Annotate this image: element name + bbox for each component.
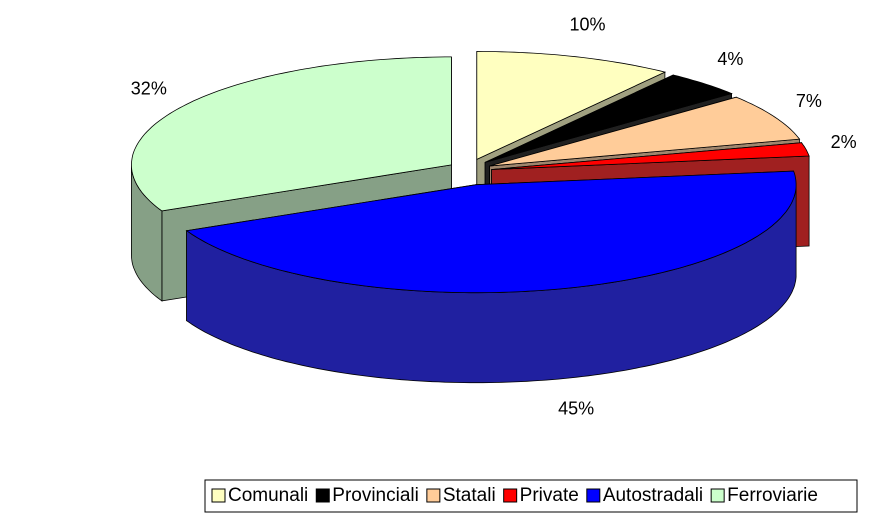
data-label: 32% — [131, 78, 167, 98]
legend-label: Provinciali — [332, 485, 419, 506]
slice — [185, 170, 797, 294]
legend-swatch — [710, 488, 725, 503]
slice — [489, 96, 801, 167]
legend-swatch — [586, 488, 601, 503]
legend-swatch — [315, 488, 330, 503]
slice — [491, 142, 810, 170]
data-label: 10% — [570, 15, 606, 35]
slice — [130, 56, 452, 212]
slice — [484, 74, 733, 163]
legend-label: Statali — [443, 485, 496, 506]
legend-swatch — [426, 488, 441, 503]
data-label: 4% — [717, 49, 743, 69]
data-label: 2% — [831, 132, 857, 152]
legend-label: Private — [520, 485, 579, 506]
slice — [476, 50, 667, 161]
legend-label: Comunali — [228, 485, 308, 506]
legend-label: Ferroviarie — [727, 485, 818, 506]
legend-label: Autostradali — [603, 485, 703, 506]
legend-swatch — [503, 488, 518, 503]
legend-swatch — [211, 488, 226, 503]
data-label: 7% — [796, 91, 822, 111]
legend-box — [204, 479, 858, 513]
data-label: 45% — [558, 398, 594, 418]
